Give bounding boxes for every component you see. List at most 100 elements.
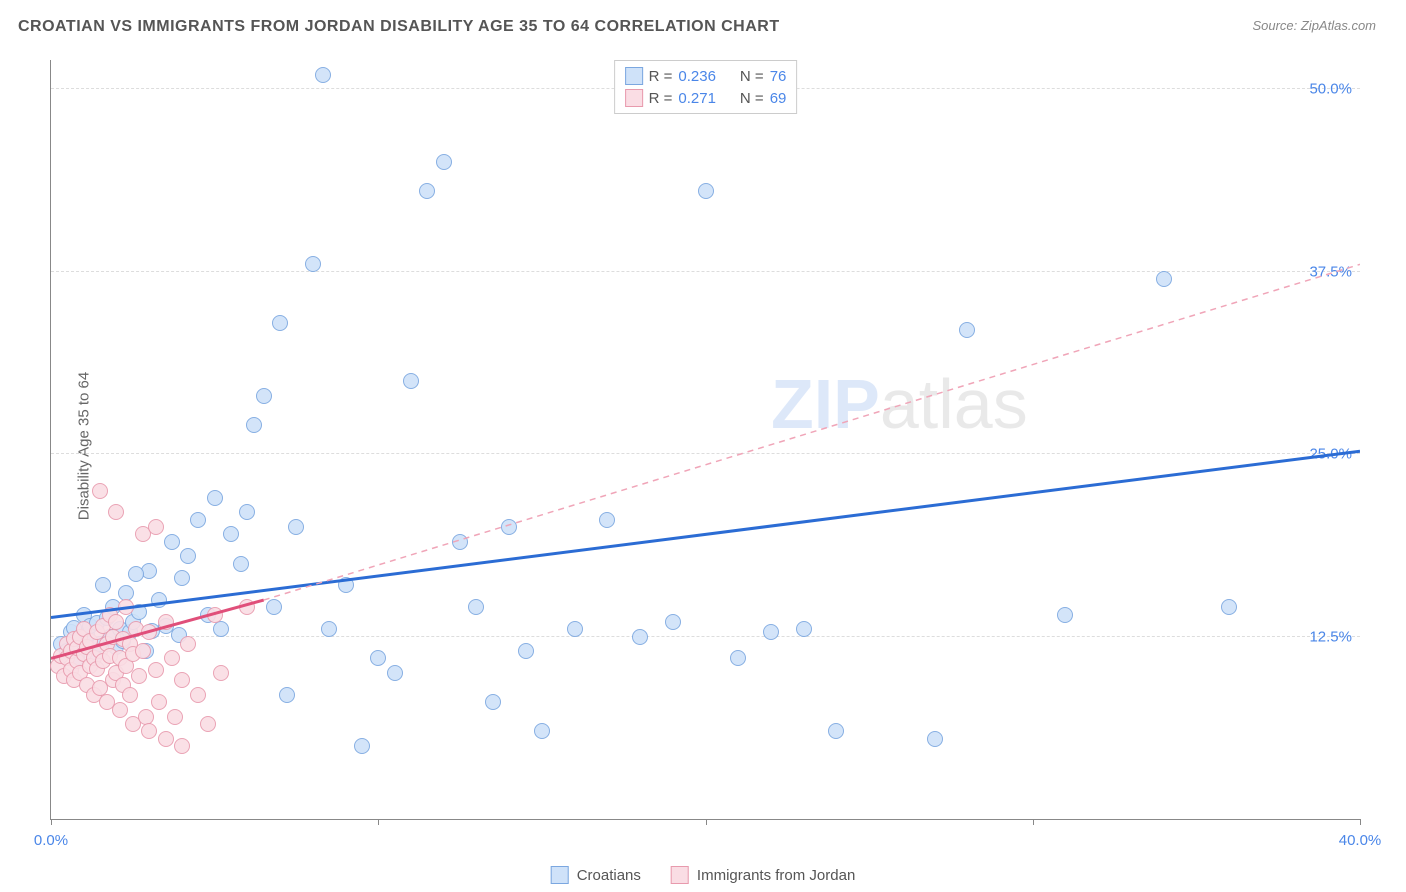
scatter-point <box>730 650 746 666</box>
scatter-point <box>279 687 295 703</box>
scatter-point <box>151 694 167 710</box>
scatter-point <box>599 512 615 528</box>
scatter-point <box>141 723 157 739</box>
scatter-point <box>207 607 223 623</box>
x-tick <box>1360 819 1361 825</box>
scatter-point <box>213 621 229 637</box>
legend-r-label: R = <box>649 68 673 85</box>
scatter-point <box>370 650 386 666</box>
scatter-point <box>927 731 943 747</box>
x-tick-label: 40.0% <box>1339 832 1382 849</box>
legend-series-label: Immigrants from Jordan <box>697 867 855 884</box>
y-tick-label: 37.5% <box>1309 263 1352 280</box>
legend-n-value: 69 <box>770 90 787 107</box>
scatter-point <box>315 67 331 83</box>
chart-source: Source: ZipAtlas.com <box>1252 18 1376 33</box>
scatter-point <box>207 490 223 506</box>
scatter-plot-area: ZIPatlas R = 0.236N = 76R = 0.271N = 69 … <box>50 60 1360 820</box>
legend-series-item: Croatians <box>551 866 641 884</box>
scatter-point <box>305 256 321 272</box>
scatter-point <box>167 709 183 725</box>
scatter-point <box>148 662 164 678</box>
scatter-point <box>501 519 517 535</box>
scatter-point <box>796 621 812 637</box>
scatter-point <box>272 315 288 331</box>
y-tick-label: 12.5% <box>1309 628 1352 645</box>
scatter-point <box>128 566 144 582</box>
scatter-point <box>174 672 190 688</box>
scatter-point <box>141 624 157 640</box>
scatter-point <box>436 154 452 170</box>
scatter-point <box>108 504 124 520</box>
scatter-point <box>135 643 151 659</box>
scatter-point <box>112 702 128 718</box>
legend-correlation-box: R = 0.236 N = 76 R = 0.271N = 69 <box>614 60 798 114</box>
legend-r-value: 0.236 <box>678 68 716 85</box>
legend-series: Croatians Immigrants from Jordan <box>551 866 856 884</box>
scatter-point <box>452 534 468 550</box>
scatter-point <box>190 687 206 703</box>
legend-r-label: R = <box>649 90 673 107</box>
scatter-point <box>354 738 370 754</box>
scatter-point <box>1221 599 1237 615</box>
scatter-point <box>1156 271 1172 287</box>
scatter-point <box>164 650 180 666</box>
scatter-point <box>148 519 164 535</box>
scatter-point <box>200 716 216 732</box>
scatter-point <box>233 556 249 572</box>
scatter-point <box>387 665 403 681</box>
legend-n-value: 76 <box>770 68 787 85</box>
x-tick <box>706 819 707 825</box>
scatter-point <box>468 599 484 615</box>
scatter-point <box>419 183 435 199</box>
y-tick-label: 25.0% <box>1309 446 1352 463</box>
legend-series-item: Immigrants from Jordan <box>671 866 855 884</box>
watermark-atlas: atlas <box>880 365 1028 443</box>
scatter-point <box>213 665 229 681</box>
scatter-point <box>338 577 354 593</box>
scatter-point <box>534 723 550 739</box>
legend-swatch <box>551 866 569 884</box>
legend-swatch <box>625 67 643 85</box>
chart-title: CROATIAN VS IMMIGRANTS FROM JORDAN DISAB… <box>18 18 780 36</box>
scatter-point <box>158 614 174 630</box>
scatter-point <box>118 585 134 601</box>
scatter-point <box>403 373 419 389</box>
scatter-point <box>180 548 196 564</box>
grid-line-h <box>51 636 1360 637</box>
scatter-point <box>108 614 124 630</box>
scatter-point <box>95 577 111 593</box>
scatter-point <box>246 417 262 433</box>
scatter-point <box>518 643 534 659</box>
scatter-point <box>828 723 844 739</box>
scatter-point <box>239 504 255 520</box>
scatter-point <box>266 599 282 615</box>
scatter-point <box>321 621 337 637</box>
scatter-point <box>1057 607 1073 623</box>
scatter-point <box>698 183 714 199</box>
legend-swatch <box>671 866 689 884</box>
x-tick <box>378 819 379 825</box>
scatter-point <box>485 694 501 710</box>
scatter-point <box>190 512 206 528</box>
scatter-point <box>665 614 681 630</box>
scatter-point <box>763 624 779 640</box>
legend-n-label: N = <box>740 90 764 107</box>
x-tick <box>1033 819 1034 825</box>
scatter-point <box>151 592 167 608</box>
scatter-point <box>92 483 108 499</box>
scatter-point <box>959 322 975 338</box>
scatter-point <box>174 738 190 754</box>
x-tick-label: 0.0% <box>34 832 68 849</box>
scatter-point <box>180 636 196 652</box>
scatter-point <box>118 599 134 615</box>
legend-n-label: N = <box>740 68 764 85</box>
legend-stat-row: R = 0.271N = 69 <box>625 87 787 109</box>
scatter-point <box>174 570 190 586</box>
scatter-point <box>122 687 138 703</box>
trend-lines <box>51 60 1360 819</box>
grid-line-h <box>51 453 1360 454</box>
legend-swatch <box>625 89 643 107</box>
x-tick <box>51 819 52 825</box>
scatter-point <box>223 526 239 542</box>
